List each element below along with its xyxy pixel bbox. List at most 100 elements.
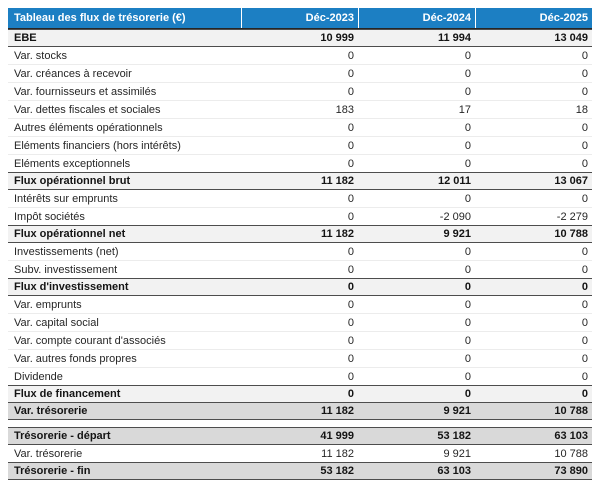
table-row: Var. autres fonds propres 0 0 0 xyxy=(8,350,592,368)
row-value: 0 xyxy=(581,298,588,311)
table-row: Var. fournisseurs et assimilés 0 0 0 xyxy=(8,83,592,101)
table-row: Trésorerie - départ 41 999 53 182 63 103 xyxy=(8,427,592,445)
row-value: 0 xyxy=(581,316,588,329)
row-value: 0 xyxy=(347,352,354,365)
row-value: 13 067 xyxy=(554,175,588,187)
row-label: Flux de financement xyxy=(14,388,121,400)
row-value: 0 xyxy=(347,139,354,152)
row-value: 0 xyxy=(347,298,354,311)
row-value: 11 182 xyxy=(320,228,354,240)
table-row: Investissements (net) 0 0 0 xyxy=(8,243,592,261)
row-value: 0 xyxy=(464,121,471,134)
table-row: EBE 10 999 11 994 13 049 xyxy=(8,29,592,47)
table-row: Var. trésorerie 11 182 9 921 10 788 xyxy=(8,402,592,420)
row-label: Var. capital social xyxy=(14,316,99,329)
row-value: 63 103 xyxy=(554,430,588,442)
column-header-dec-2025: Déc-2025 xyxy=(475,8,592,28)
row-value: 0 xyxy=(581,352,588,365)
row-label: Flux d'investissement xyxy=(14,281,129,293)
row-value: 53 182 xyxy=(437,430,471,442)
table-row: Flux opérationnel net 11 182 9 921 10 788 xyxy=(8,225,592,243)
row-value: 0 xyxy=(464,157,471,170)
row-value: -2 279 xyxy=(556,210,588,223)
row-value: 0 xyxy=(347,157,354,170)
row-label: Var. trésorerie xyxy=(14,447,83,460)
row-value: 0 xyxy=(347,85,354,98)
table-row: Flux opérationnel brut 11 182 12 011 13 067 xyxy=(8,172,592,190)
table-row: Impôt sociétés 0 -2 090 -2 279 xyxy=(8,208,592,226)
table-row: Intérêts sur emprunts 0 0 0 xyxy=(8,190,592,208)
row-value: 0 xyxy=(347,121,354,134)
row-value: 10 999 xyxy=(320,32,354,44)
row-value: 0 xyxy=(464,245,471,258)
row-value: 0 xyxy=(581,245,588,258)
row-label: Subv. investissement xyxy=(14,263,118,276)
row-value: 0 xyxy=(347,263,354,276)
row-value: 0 xyxy=(464,139,471,152)
row-label: Intérêts sur emprunts xyxy=(14,192,118,205)
table-row: Var. capital social 0 0 0 xyxy=(8,314,592,332)
row-value: 0 xyxy=(347,49,354,62)
row-value: 0 xyxy=(464,192,471,205)
row-label: Autres éléments opérationnels xyxy=(14,121,163,134)
row-value: 13 049 xyxy=(554,32,588,44)
row-label: Flux opérationnel brut xyxy=(14,175,131,187)
table-row: Flux de financement 0 0 0 xyxy=(8,385,592,403)
column-header-dec-2024: Déc-2024 xyxy=(358,8,475,28)
table-row: Eléments exceptionnels 0 0 0 xyxy=(8,155,592,173)
row-value: 0 xyxy=(581,334,588,347)
row-value: 11 182 xyxy=(320,405,354,417)
table-row: Eléments financiers (hors intérêts) 0 0 0 xyxy=(8,137,592,155)
row-value: 0 xyxy=(581,263,588,276)
row-label: Var. stocks xyxy=(14,49,67,62)
row-value: 0 xyxy=(464,67,471,80)
row-label: Var. autres fonds propres xyxy=(14,352,137,365)
row-value: 0 xyxy=(581,281,588,293)
table-row: Var. emprunts 0 0 0 xyxy=(8,296,592,314)
cash-flow-table: Tableau des flux de trésorerie (€) Déc-2… xyxy=(8,8,592,480)
table-row: Var. dettes fiscales et sociales 183 17 18 xyxy=(8,101,592,119)
row-value: 0 xyxy=(464,281,471,293)
table-row: Subv. investissement 0 0 0 xyxy=(8,261,592,279)
row-value: 0 xyxy=(347,316,354,329)
table-title: Tableau des flux de trésorerie (€) xyxy=(14,12,186,24)
row-value: 11 994 xyxy=(437,32,471,44)
row-value: 12 011 xyxy=(437,175,471,187)
row-value: 0 xyxy=(347,210,354,223)
row-value: 0 xyxy=(581,67,588,80)
column-header-dec-2023: Déc-2023 xyxy=(241,8,358,28)
row-value: 0 xyxy=(464,85,471,98)
table-header-row: Tableau des flux de trésorerie (€) Déc-2… xyxy=(8,8,592,30)
table-row: Var. stocks 0 0 0 xyxy=(8,47,592,65)
row-label: Eléments exceptionnels xyxy=(14,157,131,170)
row-value: 0 xyxy=(347,192,354,205)
row-value: 0 xyxy=(347,334,354,347)
row-value: 0 xyxy=(464,370,471,383)
table-row: Trésorerie - fin 53 182 63 103 73 890 xyxy=(8,462,592,480)
row-value: 0 xyxy=(464,263,471,276)
row-label: EBE xyxy=(14,32,37,44)
row-label: Var. fournisseurs et assimilés xyxy=(14,85,157,98)
row-label: Var. créances à recevoir xyxy=(14,67,132,80)
row-label: Trésorerie - fin xyxy=(14,465,91,477)
row-value: 0 xyxy=(581,157,588,170)
row-label: Var. trésorerie xyxy=(14,405,88,417)
row-value: 0 xyxy=(581,192,588,205)
row-value: -2 090 xyxy=(439,210,471,223)
row-value: 0 xyxy=(347,245,354,258)
row-value: 41 999 xyxy=(320,430,354,442)
row-label: Var. emprunts xyxy=(14,298,82,311)
row-value: 11 182 xyxy=(320,175,354,187)
row-value: 9 921 xyxy=(443,405,471,417)
row-value: 9 921 xyxy=(443,228,471,240)
row-value: 53 182 xyxy=(320,465,354,477)
row-value: 63 103 xyxy=(437,465,471,477)
row-value: 73 890 xyxy=(554,465,588,477)
row-label: Flux opérationnel net xyxy=(14,228,126,240)
row-value: 0 xyxy=(581,121,588,134)
row-value: 0 xyxy=(581,139,588,152)
row-value: 10 788 xyxy=(554,405,588,417)
table-body: EBE 10 999 11 994 13 049 Var. stocks 0 0 0 Var. … xyxy=(8,29,592,480)
row-value: 10 788 xyxy=(554,447,588,460)
row-value: 183 xyxy=(335,103,354,116)
